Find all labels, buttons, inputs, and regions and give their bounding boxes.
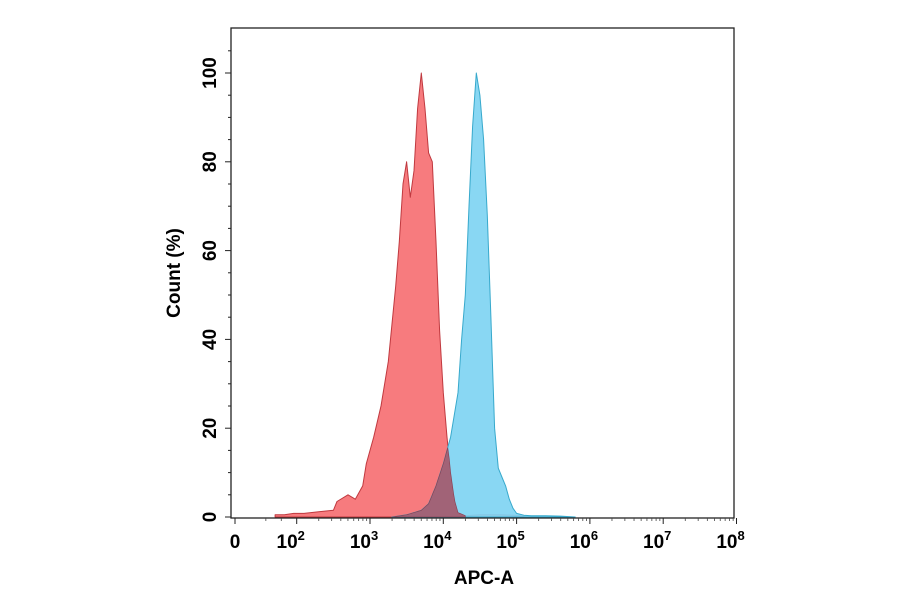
y-tick-label: 40 [200,329,221,350]
y-axis: 0 20 40 60 80 100 [200,50,231,523]
y-tick-label: 100 [200,57,221,89]
y-tick-label: 60 [200,240,221,261]
x-tick-label: 102 [277,528,305,553]
y-tick-label: 0 [200,512,221,523]
x-axis: 0 102 103 104 105 106 107 108 [230,518,745,553]
x-axis-title: APC-A [454,568,514,589]
y-axis-title: Count (%) [164,228,185,318]
x-tick-label: 107 [643,528,671,553]
plot-area [274,72,576,518]
overlap-region [391,447,466,518]
x-tick-label: 108 [716,528,744,553]
x-tick-label: 106 [570,528,598,553]
x-tick-label: 0 [230,532,241,553]
x-tick-label: 103 [350,528,378,553]
x-tick-label: 105 [496,528,524,553]
x-tick-label: 104 [423,528,452,553]
y-tick-label: 80 [200,151,221,172]
y-tick-label: 20 [200,418,221,439]
